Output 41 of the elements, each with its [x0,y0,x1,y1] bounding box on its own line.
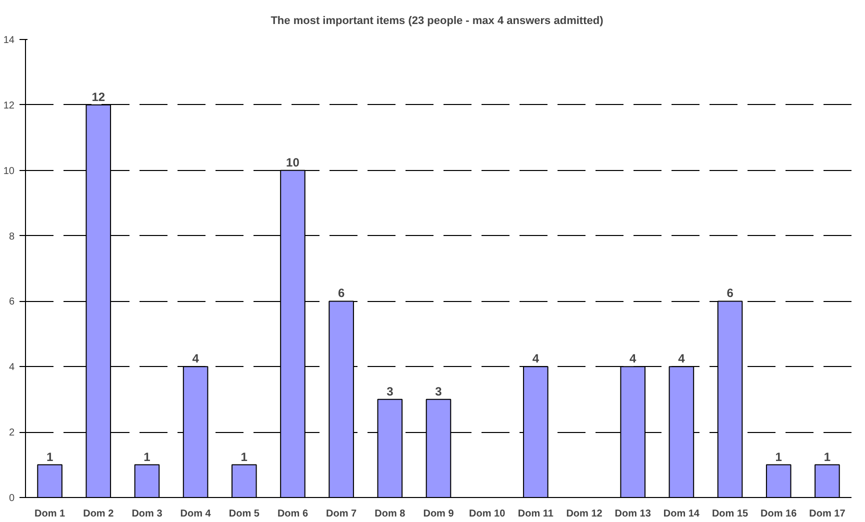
x-tick-label: Dom 8 [374,508,406,520]
x-tick-label: Dom 7 [326,508,358,520]
x-tick-label: Dom 15 [712,508,749,520]
x-tick-label: Dom 11 [518,508,554,520]
data-label: 4 [532,352,540,366]
data-label: 1 [824,450,831,464]
x-tick-label: Dom 9 [423,508,454,520]
x-tick-label: Dom 14 [663,508,700,520]
x-tick-label: Dom 2 [83,508,114,520]
data-label: 6 [338,286,345,300]
data-label: 3 [386,384,394,398]
x-tick-label: Dom 10 [469,508,506,520]
x-tick-label: Dom 17 [809,508,846,520]
y-tick-label: 2 [8,428,15,439]
x-tick-label: Dom 4 [180,508,212,520]
data-label: 1 [144,450,151,464]
y-tick-label: 4 [8,362,15,374]
x-tick-label: Dom 12 [566,508,603,520]
data-label: 10 [286,155,300,170]
x-tick-label: Dom 1 [34,508,66,520]
y-tick-label: 14 [3,35,15,46]
x-tick-label: Dom 6 [277,508,308,520]
data-label: 4 [192,352,200,366]
x-tick-label: Dom 5 [228,508,260,520]
data-label: 1 [240,450,248,464]
y-tick-label: 10 [3,166,15,177]
y-tick-label: 6 [8,296,15,308]
data-label: 1 [775,450,782,464]
x-tick-label: Dom 13 [614,508,652,520]
x-tick-label: Dom 16 [760,508,798,520]
y-tick-label: 0 [8,493,15,504]
data-label: 4 [678,352,686,366]
data-label: 6 [726,286,734,300]
chart-title: The most important items (23 people - max 4 answers admitted) [270,15,604,27]
y-tick-label: 8 [8,231,15,242]
x-tick-label: Dom 3 [132,508,163,520]
y-tick-label: 12 [3,100,15,112]
data-label: 1 [46,450,54,464]
data-label: 4 [630,352,637,366]
data-label: 3 [435,384,442,398]
data-label: 12 [92,90,106,104]
